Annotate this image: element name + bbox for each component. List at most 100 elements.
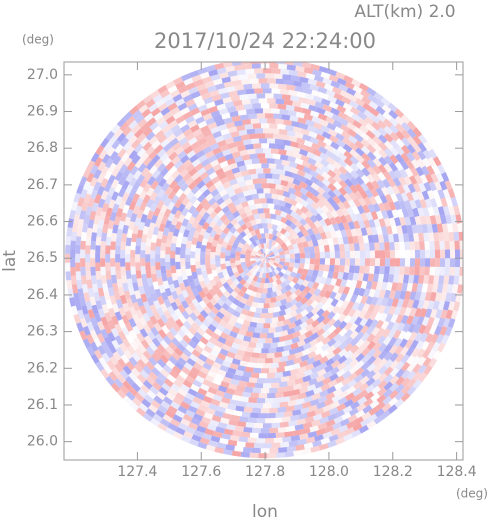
field-cell [298, 263, 305, 270]
field-cell [397, 233, 405, 243]
field-cell [180, 401, 190, 410]
field-cell [428, 357, 438, 368]
field-cell [279, 205, 287, 213]
field-cell [140, 167, 150, 178]
field-cell [351, 78, 362, 88]
field-cell [316, 186, 326, 196]
field-cell [253, 347, 262, 354]
field-cell [224, 311, 233, 319]
field-cell [333, 244, 340, 252]
field-cell [223, 273, 231, 281]
field-cell [151, 352, 161, 362]
field-cell [259, 213, 266, 219]
field-cell [285, 176, 295, 184]
field-cell [417, 150, 427, 161]
field-cell [275, 236, 282, 243]
field-cell [107, 332, 116, 342]
field-cell [235, 294, 243, 302]
field-cell [396, 225, 403, 235]
field-cell [239, 149, 249, 157]
field-cell [310, 182, 320, 191]
field-cell [404, 266, 410, 276]
field-cell [347, 93, 358, 103]
field-cell [406, 315, 414, 325]
field-cell [193, 331, 203, 341]
field-cell [180, 324, 189, 334]
field-cell [168, 224, 176, 233]
field-cell [275, 184, 283, 191]
field-cell [401, 377, 411, 387]
field-cell [306, 125, 317, 133]
field-cell [70, 266, 76, 276]
field-cell [181, 141, 191, 151]
field-cell [114, 171, 124, 182]
field-cell [262, 258, 266, 264]
field-cell [354, 316, 363, 326]
field-cell [378, 365, 388, 375]
field-cell [110, 179, 120, 189]
field-cell [267, 223, 273, 229]
field-cell [71, 284, 79, 294]
field-cell [306, 98, 317, 107]
field-cell [107, 186, 116, 197]
field-cell [89, 296, 97, 306]
field-cell [140, 213, 148, 223]
field-cell [370, 296, 379, 306]
field-cell [404, 167, 414, 178]
field-cell [82, 223, 89, 233]
field-cell [351, 301, 360, 311]
field-cell [268, 244, 273, 250]
field-cell [314, 276, 322, 284]
field-cell [429, 258, 436, 267]
field-cell [208, 105, 218, 114]
field-cell [171, 141, 182, 151]
field-cell [101, 275, 108, 285]
field-cell [327, 338, 337, 347]
field-cell [201, 416, 211, 425]
field-cell [260, 267, 265, 274]
field-cell [245, 315, 253, 322]
field-cell [70, 258, 76, 268]
field-cell [243, 351, 253, 358]
field-cell [363, 219, 371, 229]
field-cell [319, 231, 327, 240]
field-cell [154, 333, 164, 343]
field-cell [177, 214, 186, 223]
field-cell [299, 218, 308, 227]
field-cell [136, 358, 147, 369]
field-cell [82, 180, 91, 191]
field-cell [170, 383, 181, 393]
field-cell [438, 232, 445, 242]
field-cell [156, 230, 164, 240]
field-cell [378, 350, 388, 360]
field-cell [414, 215, 422, 226]
field-cell [389, 290, 396, 300]
field-cell [332, 340, 342, 349]
field-cell [217, 421, 228, 429]
field-cell [225, 387, 236, 395]
field-cell [219, 222, 227, 231]
field-cell [299, 252, 306, 259]
field-cell [260, 123, 270, 129]
field-cell [424, 266, 430, 276]
field-cell [288, 161, 298, 169]
field-cell [280, 298, 288, 306]
field-cell [219, 364, 229, 373]
field-cell [214, 410, 224, 418]
field-cell [154, 348, 164, 358]
field-cell [232, 298, 241, 306]
field-cell [253, 264, 259, 270]
field-cell [294, 253, 301, 259]
field-cell [271, 224, 278, 231]
field-cell [245, 271, 253, 278]
field-cell [406, 370, 417, 381]
field-cell [285, 124, 294, 132]
field-cell [303, 246, 310, 253]
field-cell [369, 258, 376, 267]
field-cell [197, 274, 204, 283]
field-cell [235, 255, 241, 261]
field-cell [182, 413, 193, 423]
field-cell [331, 394, 342, 403]
field-cell [213, 233, 221, 242]
field-cell [321, 205, 330, 214]
